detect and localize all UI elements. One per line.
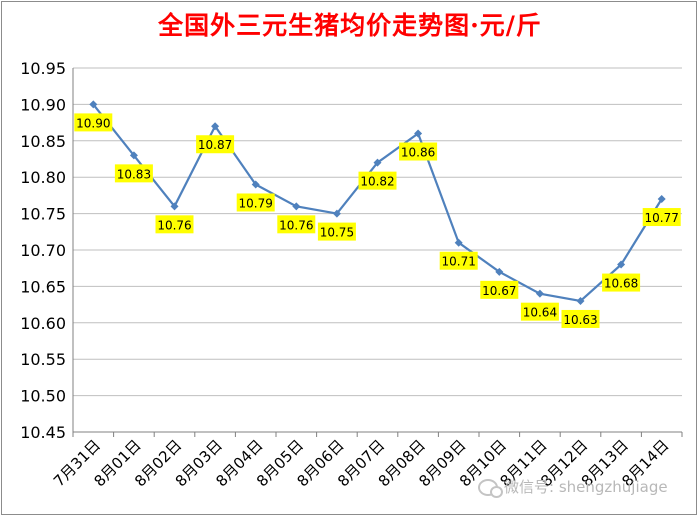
data-point [495, 267, 504, 276]
data-label-bg [358, 171, 397, 190]
data-label: 10.83 [117, 167, 151, 181]
y-tick-label: 10.65 [20, 277, 66, 296]
data-label-bg [74, 113, 113, 132]
y-tick-label: 10.60 [20, 314, 66, 333]
data-label: 10.63 [563, 313, 597, 327]
data-point [657, 195, 666, 204]
data-label: 10.71 [442, 255, 476, 269]
data-point [251, 180, 260, 189]
data-label-bg [114, 164, 153, 183]
data-label-bg [642, 208, 681, 227]
data-label: 10.86 [401, 146, 435, 160]
y-tick-label: 10.85 [20, 132, 66, 151]
data-label-bg [480, 280, 519, 299]
data-point [129, 151, 138, 160]
data-label-bg [196, 135, 235, 154]
y-tick-label: 10.95 [20, 59, 66, 78]
data-point [373, 158, 382, 167]
data-label: 10.79 [239, 196, 273, 210]
data-label: 10.68 [604, 277, 638, 291]
data-label-bg [561, 309, 600, 328]
chart-title: 全国外三元生猪均价走势图·元/斤 [158, 11, 542, 40]
data-point [332, 209, 341, 218]
data-label: 10.75 [320, 226, 354, 240]
data-label: 10.67 [482, 284, 516, 298]
data-label-bg [439, 251, 478, 270]
data-label: 10.76 [279, 218, 313, 232]
data-label: 10.76 [157, 218, 191, 232]
y-tick-label: 10.90 [20, 95, 66, 114]
data-point [617, 260, 626, 269]
y-tick-label: 10.55 [20, 350, 66, 369]
data-label-bg [236, 193, 275, 212]
data-label: 10.64 [523, 306, 557, 320]
data-point [292, 202, 301, 211]
data-label-bg [602, 273, 641, 292]
data-point [535, 289, 544, 298]
data-label-bg [317, 222, 356, 241]
data-label: 10.77 [645, 211, 679, 225]
y-tick-label: 10.50 [20, 387, 66, 406]
data-point [454, 238, 463, 247]
series-line [92, 103, 663, 303]
data-label: 10.82 [360, 175, 394, 189]
data-point [89, 100, 98, 109]
watermark-text: 微信号: shengzhujiage [504, 478, 668, 496]
data-point [576, 296, 585, 305]
data-label-bg [399, 142, 438, 161]
data-point [170, 202, 179, 211]
y-tick-label: 10.70 [20, 241, 66, 260]
data-point [414, 129, 423, 138]
data-label: 10.87 [198, 138, 232, 152]
data-label-bg [155, 215, 194, 234]
data-label: 10.90 [76, 116, 110, 130]
y-tick-label: 10.75 [20, 205, 66, 224]
data-label-bg [520, 302, 559, 321]
y-tick-label: 10.80 [20, 168, 66, 187]
y-tick-label: 10.45 [20, 423, 66, 442]
data-point [211, 122, 220, 131]
data-label-bg [277, 215, 316, 234]
wechat-icon [478, 479, 503, 498]
watermark: 微信号: shengzhujiage [478, 476, 668, 498]
